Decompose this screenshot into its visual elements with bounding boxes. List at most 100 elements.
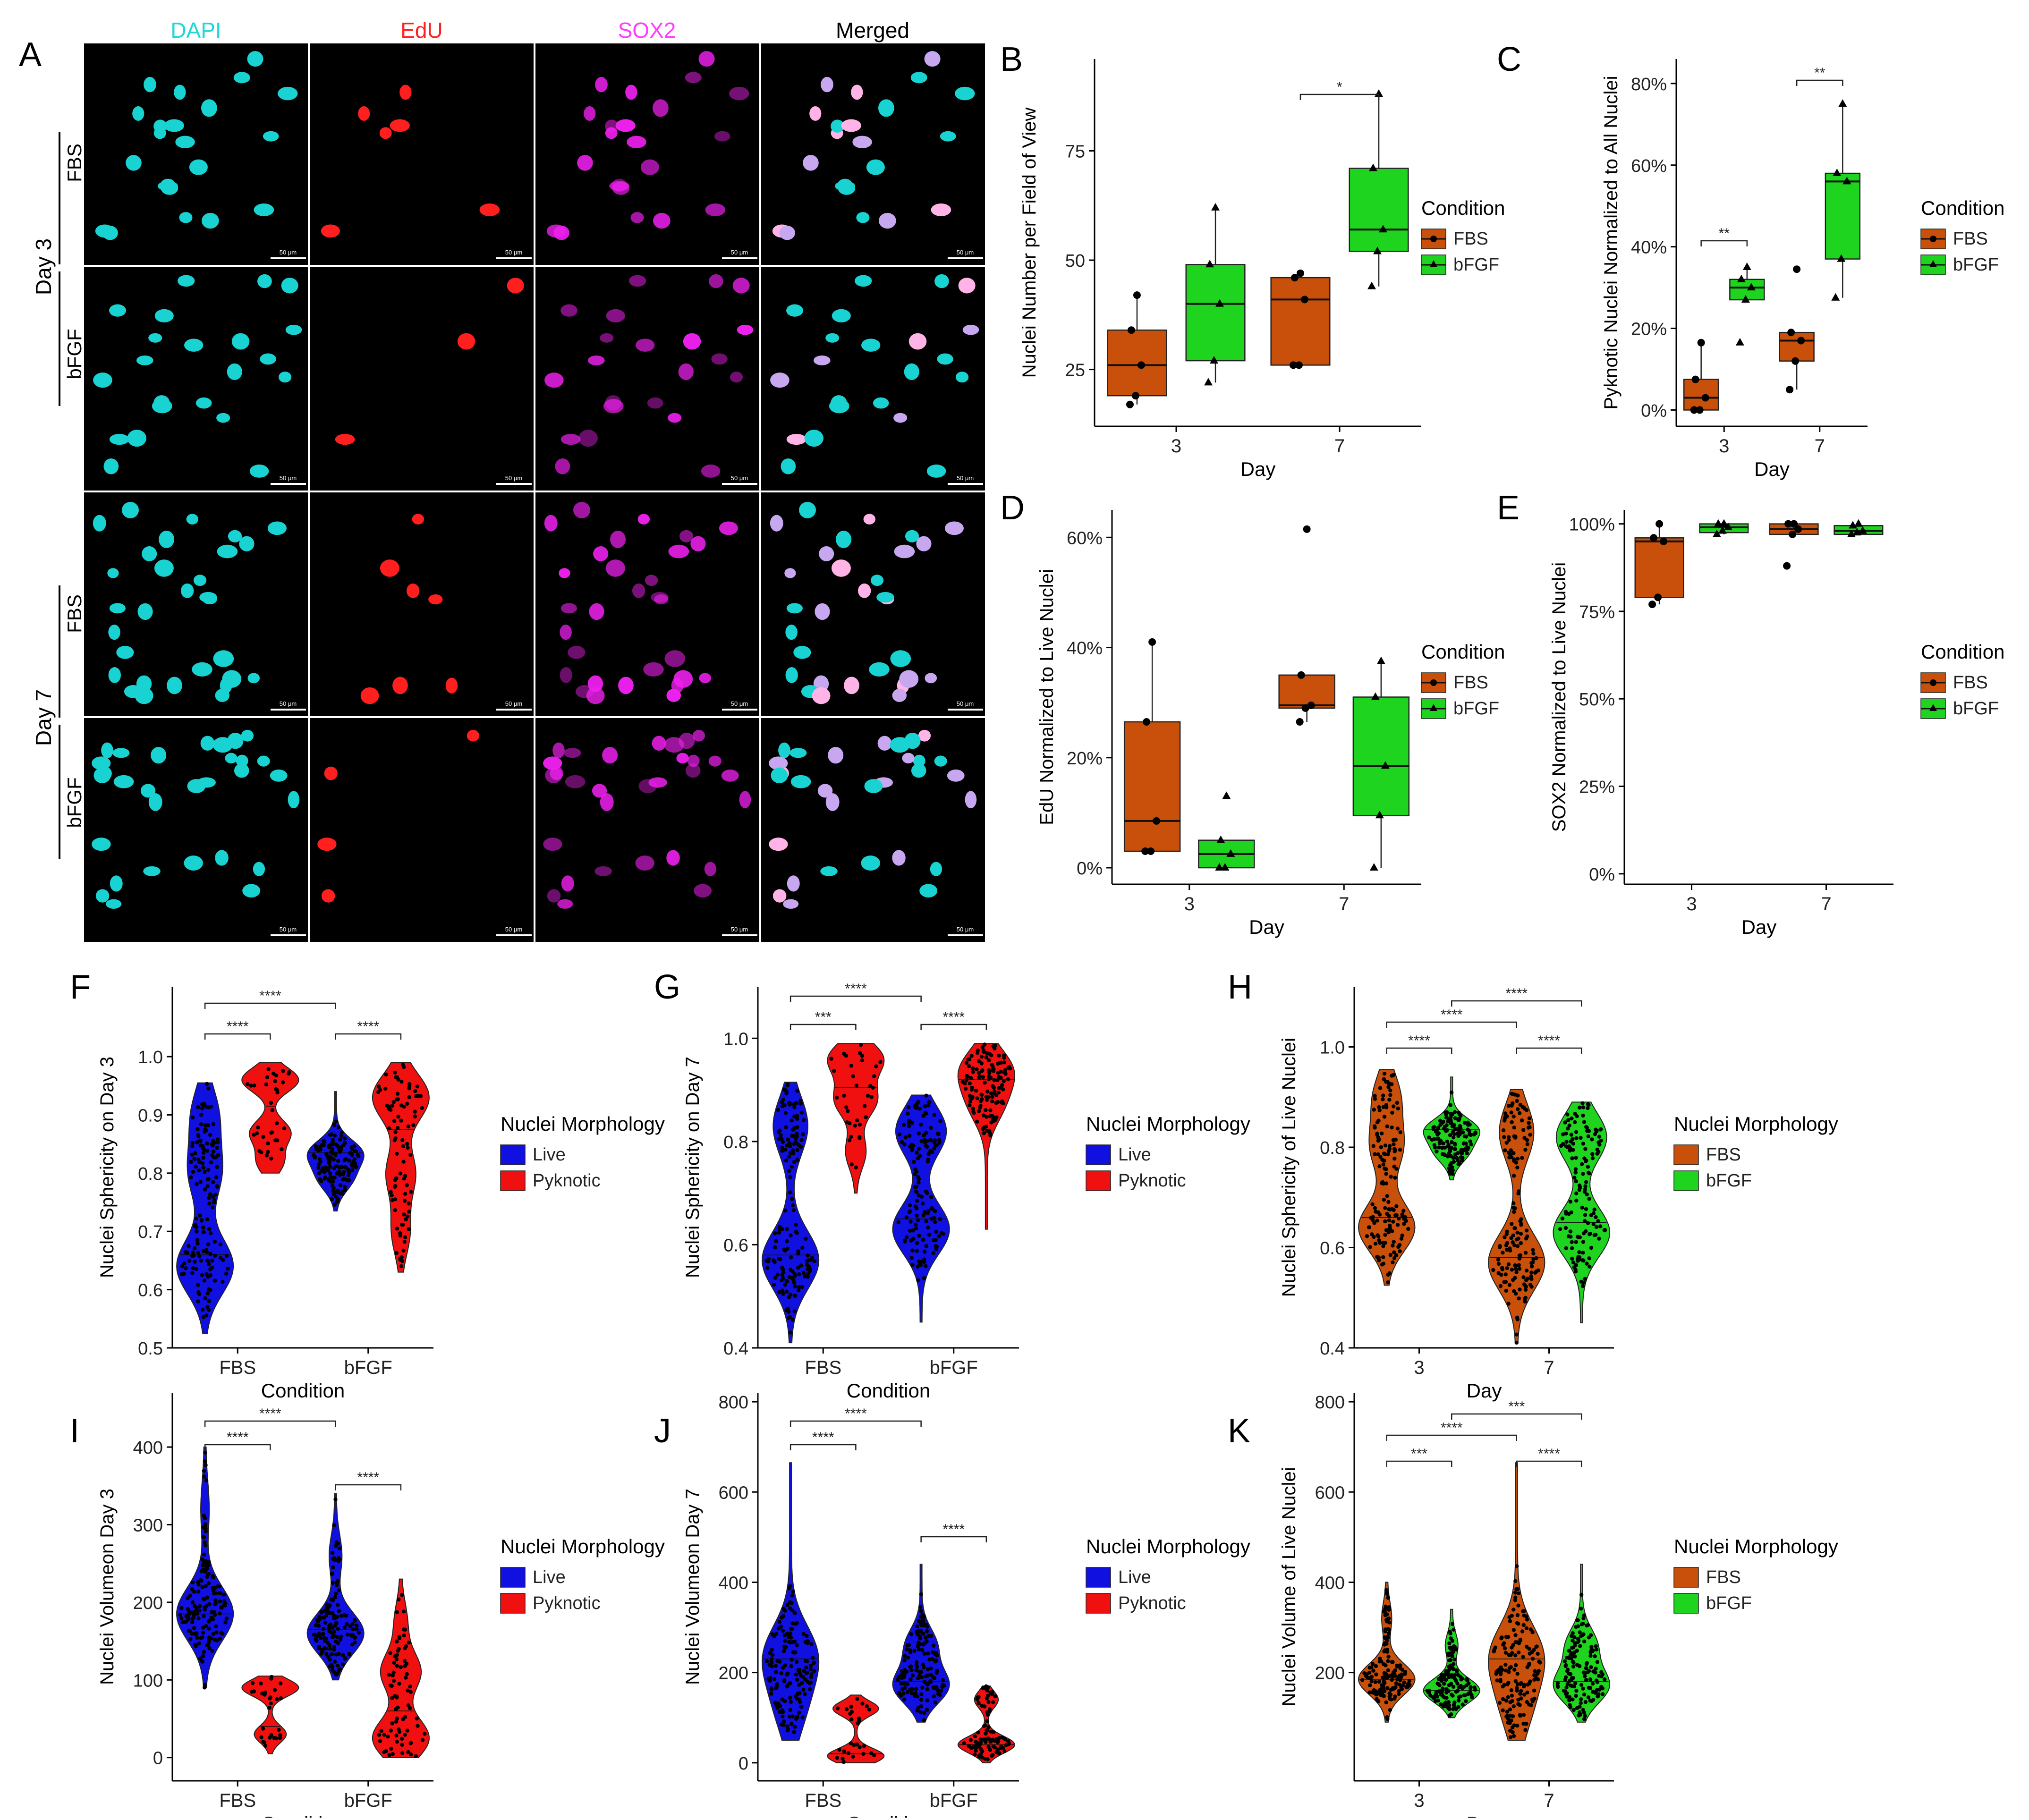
data-point [781, 1098, 786, 1102]
data-point [1515, 1230, 1520, 1235]
data-point [1392, 1149, 1397, 1153]
data-point [1533, 1669, 1537, 1673]
data-point [1586, 1134, 1590, 1139]
data-point [211, 1143, 215, 1148]
data-point [1449, 1712, 1453, 1717]
data-point [861, 1752, 866, 1756]
data-point [195, 1140, 199, 1144]
data-point [1296, 718, 1304, 726]
data-point [1567, 1144, 1571, 1149]
nucleus [144, 76, 156, 93]
data-point [214, 1624, 218, 1628]
data-point [789, 1635, 793, 1640]
data-point [1393, 1694, 1397, 1699]
data-point [1386, 1654, 1391, 1659]
data-point [206, 1086, 211, 1091]
nucleus [153, 119, 167, 133]
nucleus [668, 413, 682, 423]
data-point [1446, 1117, 1451, 1121]
data-point [1391, 1138, 1396, 1143]
data-point [1528, 1125, 1532, 1129]
row-label-bfgf-day7: bFGF [63, 777, 85, 828]
data-point [812, 1669, 816, 1673]
data-point [922, 1665, 926, 1669]
legend-title: Condition [1921, 197, 2004, 219]
nucleus [241, 729, 254, 742]
data-point [802, 1118, 806, 1122]
data-point [1582, 1693, 1587, 1697]
y-tick-label: 0% [1077, 859, 1103, 879]
data-point [349, 1151, 354, 1156]
data-point [1381, 1180, 1385, 1185]
data-point [969, 1076, 973, 1080]
data-point [1515, 1723, 1520, 1728]
nucleus [664, 650, 686, 667]
data-point [1519, 1223, 1523, 1227]
data-point [783, 1148, 788, 1152]
data-point [905, 1235, 909, 1239]
data-point [801, 1270, 806, 1275]
data-point [182, 1261, 187, 1266]
data-point [790, 1722, 794, 1726]
data-point [1462, 1121, 1467, 1125]
data-point [1388, 1207, 1392, 1212]
box-fbs [1278, 674, 1335, 709]
nucleus [769, 838, 788, 851]
data-point [793, 1611, 797, 1615]
data-point [340, 1165, 344, 1169]
data-point [1387, 1214, 1392, 1218]
data-point [208, 1133, 212, 1137]
significance-label: **** [357, 1470, 379, 1485]
data-point [1570, 1156, 1574, 1160]
y-axis-title: Nuclei Volume of Live Nuclei [1279, 1467, 1299, 1707]
data-point [347, 1158, 351, 1163]
data-point [1383, 1233, 1387, 1237]
nucleus [838, 181, 856, 195]
data-point [914, 1226, 918, 1230]
y-tick-label: 0.8 [138, 1164, 163, 1184]
data-point [777, 1290, 781, 1295]
data-point [353, 1618, 357, 1622]
data-point [1498, 1244, 1502, 1248]
data-point [997, 1751, 1002, 1755]
data-point [1501, 1128, 1506, 1133]
data-point [1441, 1704, 1445, 1709]
y-tick-label: 400 [719, 1573, 748, 1593]
data-point [790, 1593, 794, 1598]
data-point [1458, 1132, 1462, 1136]
nucleus [739, 791, 751, 809]
data-point [1561, 1132, 1565, 1136]
data-point [1586, 1106, 1590, 1110]
legend-label: bFGF [1953, 699, 1999, 719]
data-point [1385, 1686, 1390, 1690]
nucleus [267, 521, 287, 535]
data-point [986, 1700, 991, 1704]
data-point [402, 1609, 406, 1614]
data-point [1447, 1169, 1452, 1174]
data-point [1448, 1663, 1452, 1668]
data-point [788, 1144, 792, 1148]
data-point [1589, 1633, 1593, 1637]
data-point [912, 1649, 917, 1653]
data-point [1794, 525, 1802, 533]
data-point [793, 1622, 798, 1626]
nucleus [618, 677, 634, 694]
data-point [312, 1633, 316, 1637]
micrograph-panel [310, 492, 534, 716]
data-point [1383, 1166, 1387, 1171]
data-point [1381, 1255, 1385, 1260]
nucleus [709, 274, 723, 288]
data-point [1438, 1692, 1443, 1697]
data-point [1585, 1261, 1589, 1266]
data-point [1581, 1251, 1585, 1255]
data-point [351, 1627, 355, 1632]
data-point [977, 1075, 981, 1080]
data-point [1210, 356, 1219, 364]
data-point [1559, 1143, 1563, 1148]
data-point [355, 1623, 359, 1628]
data-point [201, 1156, 205, 1160]
data-point [1565, 1112, 1570, 1117]
data-point [214, 1175, 219, 1179]
data-point [912, 1160, 916, 1164]
